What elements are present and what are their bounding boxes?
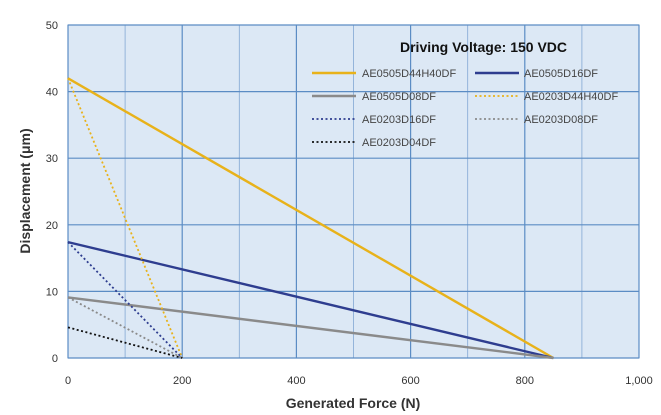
- series-line: [67, 326, 183, 359]
- x-tick-label: 400: [287, 375, 305, 387]
- y-tick-label: 20: [46, 220, 58, 232]
- y-tick-label: 40: [46, 87, 58, 99]
- y-tick-label: 10: [46, 286, 58, 298]
- x-axis-title: Generated Force (N): [286, 395, 421, 411]
- legend-title: Driving Voltage: 150 VDC: [400, 39, 567, 55]
- series-line: [67, 77, 184, 359]
- y-tick-label: 30: [46, 153, 58, 165]
- y-tick-label: 0: [52, 353, 58, 365]
- legend-label: AE0203D08DF: [524, 114, 598, 126]
- x-tick-label: 800: [516, 375, 534, 387]
- x-tick-label: 1,000: [625, 375, 653, 387]
- series-line: [67, 241, 183, 359]
- x-axis-ticks: 0 200 400 600 800 1,000: [65, 375, 653, 387]
- series-line: [67, 296, 183, 359]
- legend-label: AE0203D04DF: [362, 137, 436, 149]
- legend-label: AE0505D16DF: [524, 68, 598, 80]
- x-tick-label: 0: [65, 375, 71, 387]
- series-lines: [67, 77, 554, 360]
- series-line: [67, 296, 554, 360]
- y-tick-label: 50: [46, 20, 58, 32]
- series-line: [67, 240, 554, 360]
- x-tick-label: 600: [401, 375, 419, 387]
- y-axis-ticks: 0 10 20 30 40 50: [46, 20, 58, 365]
- grid-lines: [67, 24, 640, 359]
- x-tick-label: 200: [173, 375, 191, 387]
- series-line: [67, 77, 554, 360]
- legend-label: AE0203D16DF: [362, 114, 436, 126]
- y-axis-title: Displacement (μm): [17, 128, 33, 253]
- legend-label: AE0505D08DF: [362, 91, 436, 103]
- legend-label: AE0203D44H40DF: [524, 91, 618, 103]
- legend: Driving Voltage: 150 VDC AE0505D44H40DF A…: [312, 39, 618, 149]
- legend-label: AE0505D44H40DF: [362, 68, 456, 80]
